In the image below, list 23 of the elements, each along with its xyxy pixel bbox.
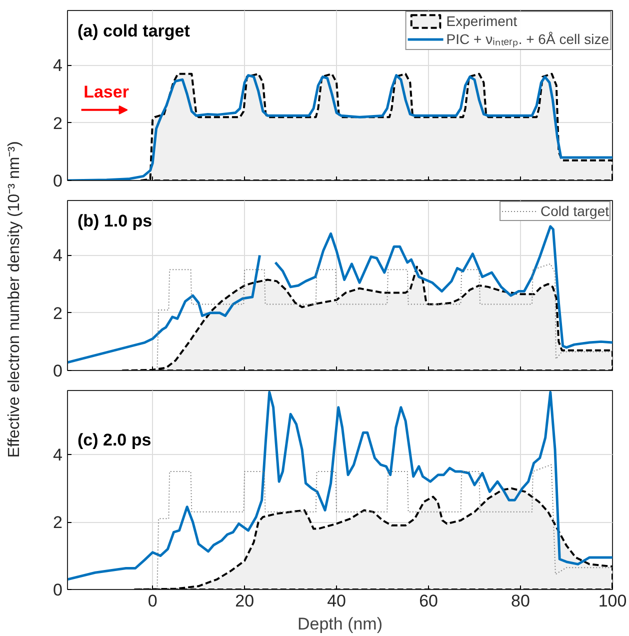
x-tick-label: 0 [148,592,158,610]
legend-label: Experiment [446,13,518,29]
x-tick-label: 20 [235,592,254,610]
y-axis-title: Effective electron number density (10⁻³ nm⁻³) [6,141,23,458]
y-tick-label: 4 [53,56,63,76]
text: (a) cold target [78,22,190,40]
x-tick-label: 40 [327,592,346,610]
x-tick-label: 60 [419,592,438,610]
y-tick-label: 4 [53,246,63,266]
annotation: Laser [84,82,130,102]
text: (b) 1.0 ps [78,212,152,230]
y-tick-label: 2 [53,114,63,133]
legend-label: PIC + νᵢₙₜₑᵣₚ. + 6Å cell size [446,30,609,48]
y-tick-label: 0 [53,362,63,380]
y-tick-label: 0 [53,172,63,190]
y-tick-label: 2 [53,304,63,323]
x-tick-label: 80 [511,592,530,610]
y-tick-label: 2 [53,513,63,532]
y-tick-label: 4 [53,446,63,465]
legend-label: Cold target [540,203,609,219]
x-tick-label: 100 [598,592,627,610]
text: (c) 2.0 ps [78,430,152,450]
x-axis-title: Depth (nm) [297,614,383,634]
